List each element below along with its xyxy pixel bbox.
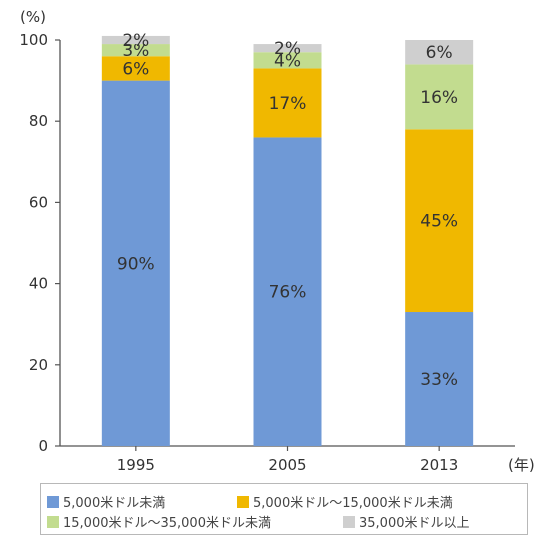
bar-label-2013-series-1: 45% (420, 212, 458, 232)
bar-2013-series-3 (405, 40, 474, 65)
y-tick-label-80: 80 (29, 112, 48, 130)
bar-2013-series-0 (405, 312, 474, 446)
y-unit-label: (%) (20, 8, 46, 26)
legend-label-15000-35000: 15,000米ドル～35,000米ドル未満 (63, 516, 271, 531)
bar-label-2005-series-2: 4% (274, 51, 301, 71)
x-tick-label-2013: 2013 (420, 456, 458, 474)
y-tick-label-100: 100 (19, 31, 48, 49)
legend-item-15000-35000: 15,000米ドル～35,000米ドル未満 (47, 512, 271, 531)
bar-1995-series-3 (101, 35, 170, 45)
bar-label-2005-series-3: 2% (274, 39, 301, 59)
bar-label-2013-series-3: 6% (426, 43, 453, 63)
legend-item-over-35000: 35,000米ドル以上 (343, 512, 470, 531)
x-tick-label-2005: 2005 (268, 456, 306, 474)
legend-swatch-over-35000 (343, 515, 355, 528)
legend-swatch-15000-35000 (47, 515, 59, 528)
bar-2005-series-3 (253, 44, 322, 53)
y-tick-label-40: 40 (29, 275, 48, 293)
legend-label-over-35000: 35,000米ドル以上 (359, 516, 470, 531)
legend-item-5000-15000: 5,000米ドル～15,000米ドル未満 (237, 492, 453, 511)
bar-2005-series-1 (253, 68, 322, 138)
bar-2005-series-0 (253, 137, 322, 446)
bar-label-1995-series-1: 6% (122, 59, 149, 79)
y-tick-label-20: 20 (29, 356, 48, 374)
bar-label-2013-series-0: 33% (420, 370, 458, 390)
y-tick-label-0: 0 (38, 437, 48, 455)
bar-2013-series-1 (405, 129, 474, 313)
x-unit-label: (年) (508, 456, 535, 474)
bar-label-1995-series-3: 2% (122, 31, 149, 51)
legend: 5,000米ドル未満 5,000米ドル～15,000米ドル未満 15,000米ド… (40, 483, 528, 535)
bar-1995-series-1 (101, 56, 170, 81)
bar-label-2013-series-2: 16% (420, 88, 458, 108)
y-tick-label-60: 60 (29, 193, 48, 211)
legend-item-under-5000: 5,000米ドル未満 (47, 492, 165, 511)
bar-label-1995-series-2: 3% (122, 41, 149, 61)
bar-label-2005-series-1: 17% (269, 94, 307, 114)
legend-swatch-under-5000 (47, 495, 59, 508)
bar-label-1995-series-0: 90% (117, 254, 155, 274)
legend-swatch-5000-15000 (237, 495, 249, 508)
bar-1995-series-2 (101, 44, 170, 57)
legend-label-under-5000: 5,000米ドル未満 (63, 496, 166, 511)
bar-2013-series-2 (405, 64, 474, 130)
legend-label-5000-15000: 5,000米ドル～15,000米ドル未満 (253, 496, 453, 511)
bar-1995-series-0 (101, 80, 170, 446)
x-tick-label-1995: 1995 (117, 456, 155, 474)
bar-2005-series-2 (253, 52, 322, 69)
bar-label-2005-series-0: 76% (269, 283, 307, 303)
